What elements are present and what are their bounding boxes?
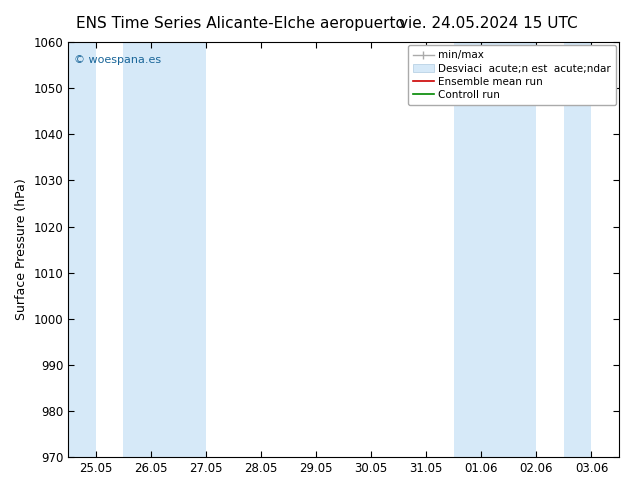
Bar xyxy=(454,42,536,457)
Legend: min/max, Desviaci  acute;n est  acute;ndar, Ensemble mean run, Controll run: min/max, Desviaci acute;n est acute;ndar… xyxy=(408,45,616,105)
Y-axis label: Surface Pressure (hPa): Surface Pressure (hPa) xyxy=(15,179,28,320)
Text: vie. 24.05.2024 15 UTC: vie. 24.05.2024 15 UTC xyxy=(399,16,578,31)
Text: ENS Time Series Alicante-Elche aeropuerto: ENS Time Series Alicante-Elche aeropuert… xyxy=(77,16,405,31)
Bar xyxy=(564,42,592,457)
Bar xyxy=(123,42,206,457)
Bar xyxy=(68,42,96,457)
Text: © woespana.es: © woespana.es xyxy=(74,54,161,65)
